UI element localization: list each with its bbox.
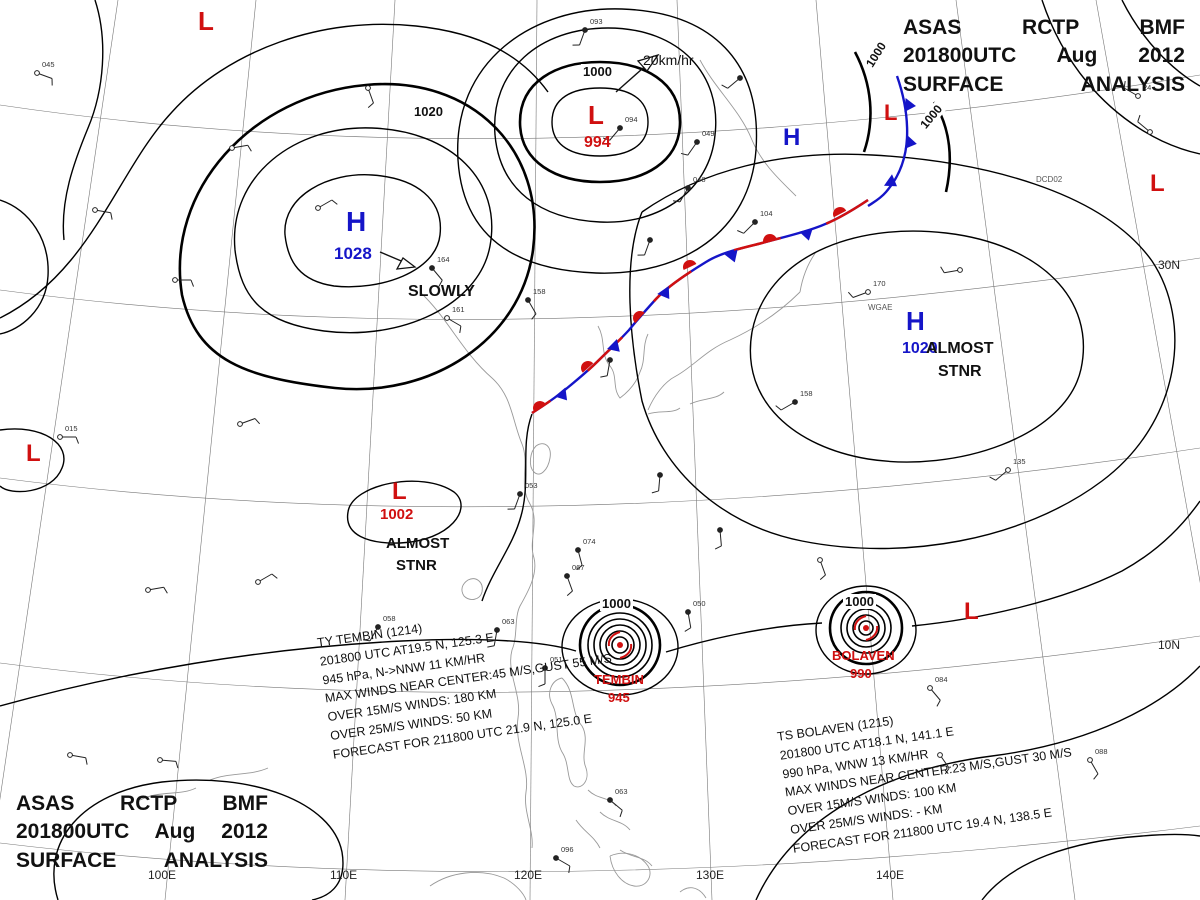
title-line-2: 201800UTC Aug 2012 bbox=[16, 820, 268, 844]
svg-text:063: 063 bbox=[502, 617, 515, 626]
low-marker: L bbox=[964, 598, 979, 625]
svg-text:015: 015 bbox=[65, 424, 78, 433]
title-bottom-left: ASAS RCTP BMF 201800UTC Aug 2012 SURFACE… bbox=[16, 790, 268, 875]
svg-text:051: 051 bbox=[550, 655, 563, 664]
station-codes: WGAE DCD02 bbox=[868, 175, 1063, 312]
svg-text:DCD02: DCD02 bbox=[1036, 175, 1063, 184]
title-line-1: ASAS RCTP BMF bbox=[903, 16, 1185, 39]
tembin-pressure: 945 bbox=[608, 690, 630, 705]
low-994-value: 994 bbox=[584, 134, 611, 151]
svg-text:094: 094 bbox=[625, 115, 638, 124]
svg-text:158: 158 bbox=[800, 389, 813, 398]
low-1002-letter: L bbox=[392, 478, 407, 505]
svg-text:045: 045 bbox=[42, 60, 55, 69]
l994-motion-arrow-icon bbox=[636, 53, 660, 73]
svg-text:161: 161 bbox=[452, 305, 465, 314]
title-line-3: SURFACE ANALYSIS bbox=[903, 72, 1185, 96]
svg-text:104: 104 bbox=[760, 209, 773, 218]
title-line-3: SURFACE ANALYSIS bbox=[16, 848, 268, 872]
svg-text:084: 084 bbox=[935, 675, 948, 684]
isobar-label-1000-tembin: 1000 bbox=[600, 596, 633, 611]
low-marker: L bbox=[26, 440, 41, 467]
high-1020-letter: H bbox=[906, 306, 925, 336]
low-1002-value: 1002 bbox=[380, 506, 414, 523]
lat-label-30n: 30N bbox=[1158, 258, 1181, 272]
lon-label-120e: 120E bbox=[514, 868, 543, 882]
svg-text:049: 049 bbox=[702, 129, 715, 138]
svg-text:058: 058 bbox=[383, 614, 396, 623]
low-994-motion: 20km/hr bbox=[643, 52, 694, 68]
tembin-center-icon bbox=[617, 642, 623, 648]
svg-text:093: 093 bbox=[590, 17, 603, 26]
low-1002-motion-2: STNR bbox=[396, 557, 437, 574]
svg-text:24: 24 bbox=[1143, 83, 1151, 92]
low-marker: L bbox=[884, 100, 898, 125]
svg-text:170: 170 bbox=[873, 279, 886, 288]
station-plots: 093 094 164 158 161 015 045 053 058 063 051 050 067 0… bbox=[34, 17, 1153, 873]
h1028-motion-arrow-icon bbox=[395, 257, 417, 270]
coastlines bbox=[139, 59, 817, 900]
high-1028-letter: H bbox=[346, 206, 367, 237]
svg-text:048: 048 bbox=[693, 175, 706, 184]
low-1002-motion-1: ALMOST bbox=[386, 535, 450, 552]
cold-front-triangle-icon bbox=[799, 228, 813, 241]
low-marker: L bbox=[198, 6, 214, 36]
lon-label-100e: 100E bbox=[148, 868, 177, 882]
title-line-2: 201800UTC Aug 2012 bbox=[903, 44, 1185, 68]
bolaven-pressure: 990 bbox=[850, 666, 872, 681]
high-1020-motion-2: STNR bbox=[938, 363, 982, 380]
svg-text:096: 096 bbox=[561, 845, 574, 854]
isobar-label-1000-bolaven: 1000 bbox=[843, 594, 876, 609]
low-994-letter: L bbox=[588, 100, 604, 130]
high-1028-motion: SLOWLY bbox=[408, 283, 475, 300]
typhoon-bolaven-rings bbox=[840, 602, 892, 654]
low-marker: L bbox=[1150, 170, 1165, 197]
motion-arrows bbox=[379, 53, 660, 270]
svg-text:050: 050 bbox=[693, 599, 706, 608]
svg-text:164: 164 bbox=[437, 255, 450, 264]
bolaven-center-icon bbox=[863, 625, 869, 631]
stationary-front bbox=[531, 198, 869, 415]
lon-label-110e: 110E bbox=[330, 868, 358, 882]
title-top-right: ASAS RCTP BMF 201800UTC Aug 2012 SURFACE… bbox=[903, 14, 1185, 99]
svg-text:088: 088 bbox=[1095, 747, 1108, 756]
high-1028-value: 1028 bbox=[334, 244, 372, 263]
svg-text:WGAE: WGAE bbox=[868, 303, 892, 312]
svg-text:067: 067 bbox=[572, 563, 585, 572]
svg-text:074: 074 bbox=[583, 537, 596, 546]
cold-front-northeast bbox=[867, 75, 917, 207]
lon-label-140e: 140E bbox=[876, 868, 905, 882]
warm-front-semicircle-icon bbox=[833, 207, 847, 218]
lat-label-10n: 10N bbox=[1158, 638, 1181, 652]
high-1020-value: 1020 bbox=[902, 340, 938, 357]
isobar-label-1000: 1000 bbox=[581, 64, 614, 79]
isobar-label-1020: 1020 bbox=[412, 104, 445, 119]
svg-text:135: 135 bbox=[1013, 457, 1026, 466]
high-ne-letter: H bbox=[783, 124, 801, 151]
title-line-1: ASAS RCTP BMF bbox=[16, 792, 268, 815]
typhoon-tembin-rings bbox=[587, 612, 653, 678]
lon-label-130e: 130E bbox=[696, 868, 725, 882]
svg-text:063: 063 bbox=[615, 787, 628, 796]
svg-text:158: 158 bbox=[533, 287, 546, 296]
svg-text:053: 053 bbox=[525, 481, 538, 490]
bolaven-name: BOLAVEN bbox=[832, 648, 895, 663]
tembin-name: TEMBIN bbox=[594, 672, 644, 687]
high-1020-motion-1: ALMOST bbox=[926, 340, 994, 357]
